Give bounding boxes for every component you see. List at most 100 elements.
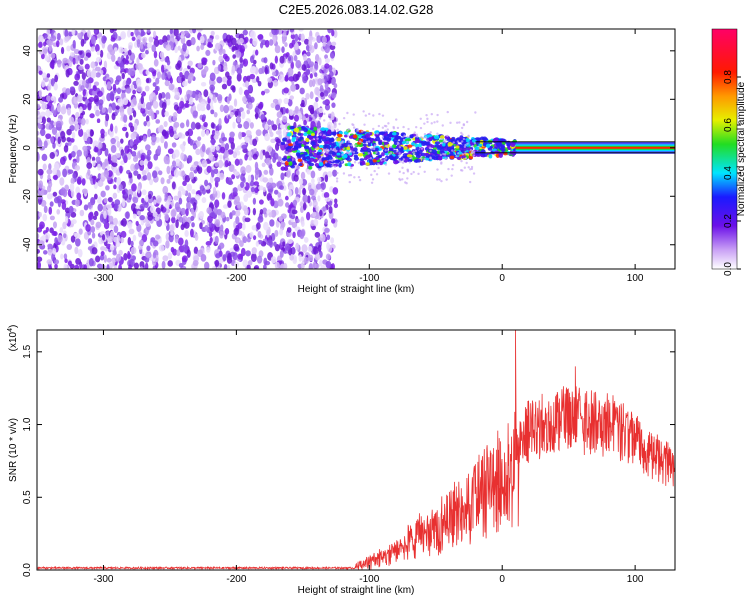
spectrogram-noise-cell	[331, 218, 336, 224]
spectrogram-noise-cell	[93, 104, 99, 112]
spectrogram-noise-cell	[232, 54, 236, 59]
spectrogram-halo-cell	[436, 132, 439, 135]
spectrogram-noise-cell	[129, 67, 136, 77]
colorbar-tick-label: 0.6	[723, 118, 734, 132]
spectrogram-noise-cell	[324, 197, 331, 202]
spectrogram-noise-cell	[238, 131, 243, 140]
spectrogram-signal-cell	[308, 149, 313, 154]
spectrogram-noise-cell	[307, 245, 313, 252]
spectrogram-halo-cell	[444, 157, 447, 160]
spectrogram-halo-cell	[346, 151, 349, 154]
spectrogram-noise-cell	[165, 65, 172, 70]
spectrogram-noise-cell	[152, 251, 157, 259]
spectrogram-halo-cell	[398, 159, 401, 162]
spectrogram-noise-cell	[205, 148, 210, 155]
spectrogram-noise-cell	[212, 59, 216, 66]
spectrogram-noise-cell	[105, 185, 110, 191]
spectrogram-halo-cell	[375, 173, 379, 176]
spectrogram-noise-cell	[80, 117, 86, 126]
spectrogram-halo-cell	[426, 117, 429, 121]
spectrogram-signal-cell	[463, 147, 468, 152]
spectrogram-noise-cell	[302, 53, 307, 62]
spectrogram-noise-cell	[92, 160, 96, 167]
spectrogram-signal-cell	[361, 160, 366, 166]
spectrogram-noise-cell	[291, 246, 296, 255]
spectrogram-halo-cell	[461, 169, 464, 172]
snr-frame	[36, 329, 676, 571]
spectrogram-noise-cell	[145, 77, 150, 84]
spectrogram-signal-cell	[338, 163, 342, 168]
spectrogram-halo-cell	[449, 121, 452, 125]
spectrogram-noise-cell	[245, 94, 251, 100]
spectrogram-noise-cell	[78, 228, 83, 235]
spectrogram-noise-cell	[55, 120, 62, 128]
spectrogram-noise-cell	[311, 78, 316, 87]
spectrogram-noise-cell	[92, 215, 98, 221]
spectrogram-halo-cell	[423, 132, 427, 136]
spectrogram-noise-cell	[161, 64, 165, 74]
spectrogram-noise-cell	[148, 93, 154, 102]
spectrogram-noise-cell	[164, 111, 169, 117]
spectrogram-noise-cell	[171, 160, 176, 167]
spectrogram-noise-cell	[295, 242, 300, 251]
spectrogram-halo-cell	[321, 151, 324, 154]
spectrogram-noise-cell	[195, 89, 200, 95]
spectrogram-noise-cell	[75, 258, 81, 265]
spectrogram-halo-cell	[410, 172, 413, 176]
colorbar-label: Normalized spectral amplitude	[736, 81, 747, 216]
spectrogram-noise-cell	[157, 126, 164, 133]
spectrogram-halo-cell	[472, 150, 476, 153]
spectrogram-noise-cell	[275, 138, 281, 144]
spectrogram-noise-cell	[234, 210, 241, 217]
spectrogram-noise-cell	[63, 145, 69, 153]
spectrogram-noise-cell	[254, 187, 259, 194]
spectrogram-noise-cell	[247, 102, 253, 110]
spectrogram-halo-cell	[451, 167, 454, 171]
spectrogram-noise-cell	[175, 63, 181, 70]
spectrogram-noise-cell	[152, 240, 159, 247]
spectrogram-noise-cell	[87, 201, 92, 208]
spectrogram-halo-cell	[381, 126, 385, 129]
spectrogram-noise-cell	[166, 98, 171, 106]
spectrogram-halo-cell	[352, 113, 355, 116]
spectrogram-noise-cell	[241, 222, 246, 231]
spectrogram-noise-cell	[146, 120, 151, 127]
spectrogram-halo-cell	[406, 169, 409, 172]
spectrogram-noise-cell	[292, 73, 299, 82]
spectrogram-noise-cell	[213, 112, 218, 118]
spectrogram-halo-cell	[419, 126, 423, 130]
spectrogram-noise-cell	[77, 32, 82, 39]
spectrogram-noise-cell	[275, 104, 281, 111]
spectrogram-noise-cell	[215, 253, 221, 259]
spectrogram-noise-cell	[176, 249, 181, 257]
spectrogram-signal-cell	[434, 141, 441, 145]
spectrogram-noise-cell	[107, 196, 113, 203]
spectrogram-signal-cell	[447, 141, 453, 147]
spectrogram-signal-cell	[402, 146, 408, 150]
spectrogram-noise-cell	[145, 252, 152, 258]
spectrogram-noise-cell	[74, 164, 81, 171]
spectrogram-noise-cell	[37, 118, 43, 123]
spectrogram-noise-cell	[267, 77, 273, 83]
spectrogram-noise-cell	[258, 185, 264, 191]
spectrogram-noise-cell	[298, 187, 302, 196]
spectrogram-noise-cell	[145, 69, 150, 76]
spectrogram-signal-cell	[324, 144, 331, 148]
spectrogram-noise-cell	[97, 203, 103, 212]
spectrogram-noise-cell	[111, 112, 116, 121]
spectrogram-halo-cell	[471, 144, 474, 148]
spectrogram-noise-cell	[205, 129, 210, 136]
spectrogram-noise-cell	[172, 153, 176, 160]
spectrogram-noise-cell	[327, 29, 333, 34]
spectrogram-halo-cell	[384, 157, 388, 160]
spectrogram-noise-cell	[163, 155, 170, 165]
spectrogram-noise-cell	[38, 70, 43, 75]
spectrogram-noise-cell	[46, 73, 51, 78]
spectrogram-noise-cell	[93, 95, 99, 103]
spectrogram-y-ticks: 40 20 0 -20 -40	[22, 45, 675, 252]
spectrogram-signal-cell	[393, 140, 398, 146]
spectrogram-noise-cell	[164, 202, 170, 209]
spectrogram-noise-cell	[159, 51, 165, 59]
spectrogram-noise-cell	[326, 234, 331, 241]
spectrogram-signal-cell	[421, 141, 426, 147]
